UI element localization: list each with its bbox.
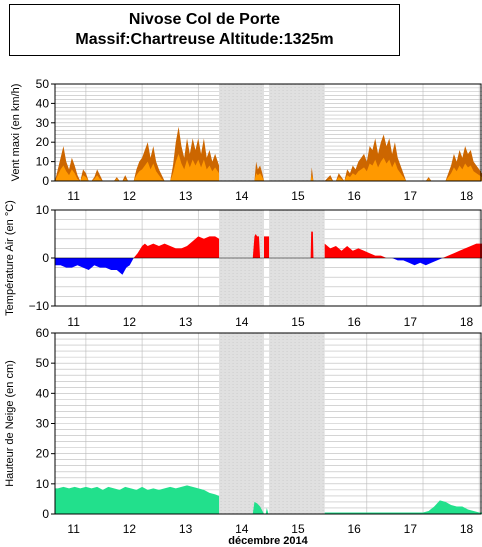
snow-area xyxy=(265,507,269,514)
wind-mean-area xyxy=(324,157,482,181)
temperature-area-pos xyxy=(55,236,220,258)
day-label: 15 xyxy=(291,522,305,536)
day-label: 13 xyxy=(179,189,193,203)
day-label: 12 xyxy=(123,522,137,536)
snow-panel: 0 10 20 30 40 50 60 11 12 13 14 15 16 17 18 Hauteur de … xyxy=(4,326,482,536)
day-label: 16 xyxy=(347,189,361,203)
y-axis-label: Température Air (en °C) xyxy=(4,200,16,316)
y-tick-label: 0 xyxy=(42,507,49,521)
day-label: 12 xyxy=(123,315,137,329)
y-tick-label: 40 xyxy=(36,96,50,110)
day-label: 18 xyxy=(460,189,474,203)
wind-mean-area xyxy=(55,153,220,181)
y-tick-label: 50 xyxy=(36,356,50,370)
wind-panel: 0 10 20 30 40 50 11 12 13 14 15 16 17 18 Vent maxi (en… xyxy=(10,77,482,203)
y-tick-label: −10 xyxy=(29,299,50,313)
missing-data-band xyxy=(269,333,325,514)
day-label: 13 xyxy=(179,522,193,536)
wind-mean-area xyxy=(254,173,265,181)
x-axis-label: décembre 2014 xyxy=(228,535,308,547)
day-label: 11 xyxy=(67,315,80,329)
day-label: 18 xyxy=(460,522,474,536)
y-tick-label: 60 xyxy=(36,326,50,340)
y-axis-label: Hauteur de Neige (en cm) xyxy=(4,360,16,487)
plot-area xyxy=(55,84,482,181)
day-label: 17 xyxy=(404,189,418,203)
day-label: 15 xyxy=(291,189,305,203)
y-tick-label: 30 xyxy=(36,417,50,431)
missing-data-band xyxy=(269,84,325,181)
title-box: Nivose Col de Porte Massif:Chartreuse Al… xyxy=(9,4,400,56)
day-label: 17 xyxy=(404,522,418,536)
day-label: 11 xyxy=(67,189,80,203)
day-label: 14 xyxy=(235,189,249,203)
temperature-area-neg xyxy=(55,258,220,275)
y-tick-label: 0 xyxy=(42,251,49,265)
snow-area xyxy=(324,500,482,514)
temperature-panel: −10 0 10 11 12 13 14 15 16 17 18 Température Air (e… xyxy=(4,200,482,329)
missing-data-band xyxy=(219,333,265,514)
y-tick-label: 20 xyxy=(36,447,50,461)
day-label: 16 xyxy=(347,522,361,536)
y-tick-label: 10 xyxy=(36,203,50,217)
temperature-area-pos xyxy=(252,234,261,258)
temperature-area-pos xyxy=(324,243,482,258)
day-label: 12 xyxy=(123,189,137,203)
y-tick-label: 10 xyxy=(36,477,50,491)
day-label: 15 xyxy=(291,315,305,329)
temperature-area-pos xyxy=(264,236,270,258)
day-label: 14 xyxy=(235,315,249,329)
day-label: 13 xyxy=(179,315,193,329)
snow-area xyxy=(252,501,265,514)
plot-frame xyxy=(54,83,482,182)
wind-mean-area xyxy=(310,175,314,181)
chart-subtitle: Massif:Chartreuse Altitude:1325m xyxy=(75,31,334,48)
y-tick-label: 40 xyxy=(36,386,50,400)
day-label: 14 xyxy=(235,522,249,536)
chart-title: Nivose Col de Porte xyxy=(128,11,281,28)
y-tick-label: 50 xyxy=(36,77,50,91)
y-tick-label: 20 xyxy=(36,135,50,149)
day-label: 18 xyxy=(460,315,474,329)
temperature-area-neg xyxy=(324,258,482,266)
snow-area xyxy=(55,485,220,514)
y-tick-label: 10 xyxy=(36,155,50,169)
y-axis-label: Vent maxi (en km/h) xyxy=(10,84,22,182)
day-label: 16 xyxy=(347,315,361,329)
temperature-area-pos xyxy=(310,231,314,258)
day-label: 17 xyxy=(404,315,418,329)
day-label: 11 xyxy=(67,522,80,536)
y-tick-label: 0 xyxy=(42,174,49,188)
y-tick-label: 30 xyxy=(36,116,50,130)
